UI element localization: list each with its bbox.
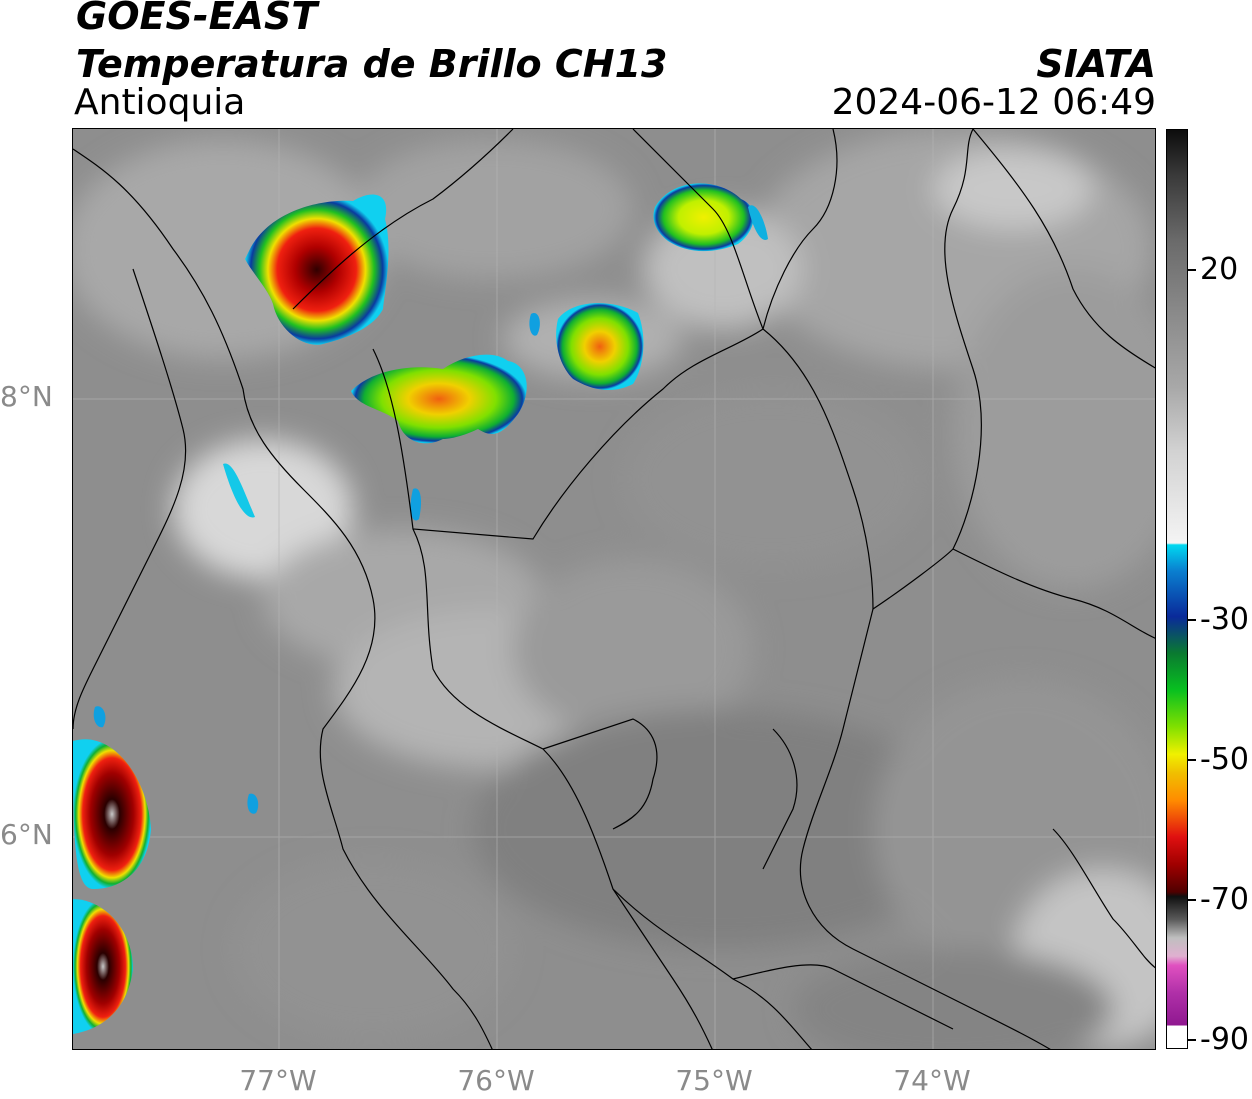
- colorbar-tick-minus50: [1188, 759, 1196, 761]
- colorbar-tick-minus30: [1188, 619, 1196, 621]
- datetime-label: 2024-06-12 06:49: [831, 82, 1156, 123]
- storm-cell-south-west-2: [73, 899, 133, 1034]
- colorbar-label-minus50: -50: [1200, 742, 1249, 777]
- colorbar-label-20: 20: [1200, 252, 1239, 287]
- lon-label-77W: 77°W: [239, 1064, 317, 1097]
- storm-fragment-sw: [247, 793, 259, 814]
- satellite-title: GOES-EAST: [76, 0, 318, 38]
- storm-fragment-west: [223, 463, 255, 518]
- political-boundaries: [73, 129, 1155, 1049]
- colorbar: [1166, 129, 1188, 1049]
- storm-cell-north-west: [245, 194, 389, 345]
- map-canvas: [73, 129, 1155, 1049]
- convective-cells: [73, 183, 768, 1034]
- colorbar-tick-minus90: [1188, 1039, 1196, 1041]
- storm-fragment-east: [748, 205, 768, 240]
- lat-label-8N: 8°N: [0, 380, 53, 413]
- lon-label-76W: 76°W: [457, 1064, 535, 1097]
- organization-label: SIATA: [1036, 42, 1156, 86]
- product-title: Temperatura de Brillo CH13: [76, 42, 668, 86]
- colorbar-label-minus90: -90: [1200, 1022, 1249, 1057]
- colorbar-label-minus30: -30: [1200, 602, 1249, 637]
- storm-fragment-central: [529, 313, 540, 336]
- storm-cell-central: [556, 303, 644, 391]
- storm-fragment-south: [410, 488, 421, 521]
- region-subtitle: Antioquia: [74, 82, 246, 123]
- colorbar-tick-20: [1188, 269, 1196, 271]
- colorbar-tick-minus70: [1188, 899, 1196, 901]
- lon-label-75W: 75°W: [675, 1064, 753, 1097]
- colorbar-label-minus70: -70: [1200, 882, 1249, 917]
- storm-cell-central-west: [351, 354, 527, 444]
- storm-fragment-w: [93, 706, 106, 728]
- lon-label-74W: 74°W: [893, 1064, 971, 1097]
- lat-label-6N: 6°N: [0, 818, 53, 851]
- satellite-map[interactable]: [72, 128, 1156, 1050]
- storm-cell-south-west-1: [73, 739, 151, 889]
- cloud-texture: [73, 129, 1155, 1049]
